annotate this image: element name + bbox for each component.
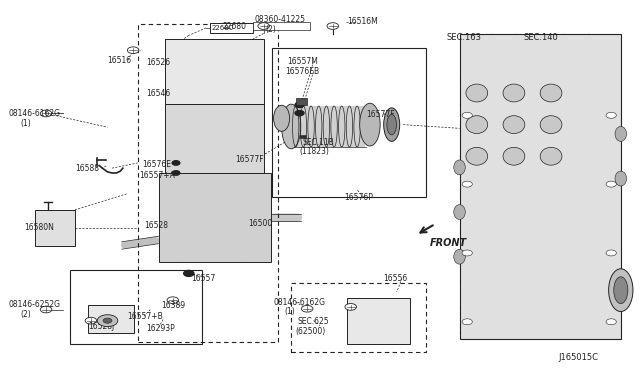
Circle shape: [172, 161, 180, 165]
Text: SEC.11B: SEC.11B: [302, 138, 334, 147]
Text: 16557: 16557: [191, 274, 215, 283]
Circle shape: [462, 250, 472, 256]
Circle shape: [462, 181, 472, 187]
Ellipse shape: [274, 105, 290, 131]
Text: (2): (2): [266, 25, 276, 34]
Ellipse shape: [466, 84, 488, 102]
Text: SEC.163: SEC.163: [447, 33, 482, 42]
Ellipse shape: [454, 205, 465, 219]
Circle shape: [301, 305, 313, 312]
Polygon shape: [253, 22, 310, 30]
Text: 08146-6162G: 08146-6162G: [9, 109, 61, 118]
Bar: [159, 173, 271, 262]
Text: 16389: 16389: [161, 301, 186, 310]
Circle shape: [462, 319, 472, 325]
Text: 16580N: 16580N: [24, 223, 54, 232]
Ellipse shape: [360, 103, 380, 146]
Bar: [296, 98, 307, 105]
Text: 16556: 16556: [383, 274, 407, 283]
Circle shape: [345, 304, 356, 310]
Ellipse shape: [615, 171, 627, 186]
Ellipse shape: [609, 269, 633, 311]
Text: 08146-6162G: 08146-6162G: [274, 298, 326, 307]
Circle shape: [103, 318, 112, 323]
Circle shape: [295, 110, 304, 116]
Ellipse shape: [503, 84, 525, 102]
Text: SEC.140: SEC.140: [524, 33, 558, 42]
Circle shape: [40, 306, 52, 313]
Ellipse shape: [615, 126, 627, 141]
Text: 16526: 16526: [146, 58, 170, 67]
FancyArrowPatch shape: [124, 240, 156, 245]
Text: 16576EB: 16576EB: [285, 67, 319, 76]
Text: 16557+A: 16557+A: [140, 171, 175, 180]
Circle shape: [606, 319, 616, 325]
Ellipse shape: [387, 114, 397, 135]
Bar: [460, 34, 621, 339]
Text: 16528J: 16528J: [88, 322, 115, 331]
Circle shape: [167, 297, 179, 304]
Bar: [88, 305, 134, 333]
Ellipse shape: [454, 160, 465, 175]
Ellipse shape: [503, 116, 525, 134]
Text: 08146-6252G: 08146-6252G: [9, 300, 61, 309]
Text: 16516M: 16516M: [347, 17, 378, 26]
Text: (1): (1): [20, 119, 31, 128]
Ellipse shape: [503, 147, 525, 165]
Text: 16588: 16588: [76, 164, 100, 173]
Text: 16577F: 16577F: [366, 110, 395, 119]
Text: (62500): (62500): [296, 327, 326, 336]
Bar: [347, 298, 410, 344]
Circle shape: [172, 171, 180, 175]
Text: J165015C: J165015C: [558, 353, 598, 362]
Circle shape: [606, 112, 616, 118]
Text: FRONT: FRONT: [430, 238, 467, 247]
Bar: [35, 210, 75, 246]
Circle shape: [258, 23, 269, 29]
Circle shape: [85, 317, 97, 324]
Text: (11823): (11823): [300, 147, 330, 156]
Ellipse shape: [282, 104, 301, 149]
Ellipse shape: [454, 249, 465, 264]
Circle shape: [127, 47, 139, 54]
Text: 08360-41225: 08360-41225: [255, 15, 306, 24]
Text: 16500: 16500: [248, 219, 273, 228]
Ellipse shape: [384, 108, 399, 141]
Text: 16546: 16546: [146, 89, 170, 98]
Circle shape: [327, 23, 339, 29]
Bar: [165, 104, 264, 173]
Text: SEC.625: SEC.625: [298, 317, 329, 326]
Polygon shape: [210, 23, 253, 33]
Circle shape: [606, 181, 616, 187]
Bar: [291, 106, 365, 147]
Circle shape: [462, 112, 472, 118]
Text: 22680: 22680: [223, 22, 246, 31]
Text: 16576E: 16576E: [142, 160, 171, 169]
Circle shape: [295, 102, 304, 108]
Text: 16577F: 16577F: [236, 155, 264, 164]
Ellipse shape: [466, 147, 488, 165]
Circle shape: [606, 250, 616, 256]
Text: 16528: 16528: [144, 221, 168, 230]
Circle shape: [184, 270, 194, 276]
Ellipse shape: [614, 277, 628, 304]
Ellipse shape: [540, 116, 562, 134]
Text: 22680: 22680: [212, 25, 234, 31]
Ellipse shape: [466, 116, 488, 134]
Text: 16516: 16516: [108, 56, 132, 65]
Circle shape: [40, 110, 52, 117]
Ellipse shape: [540, 147, 562, 165]
Text: 16576P: 16576P: [344, 193, 373, 202]
Bar: [300, 135, 306, 138]
Text: 16293P: 16293P: [146, 324, 175, 333]
Bar: [165, 39, 264, 104]
Ellipse shape: [540, 84, 562, 102]
Text: 16557M: 16557M: [287, 57, 317, 66]
Circle shape: [97, 315, 118, 327]
Text: 16557+B: 16557+B: [127, 312, 163, 321]
Text: (2): (2): [20, 310, 31, 319]
Text: (1): (1): [285, 307, 296, 316]
